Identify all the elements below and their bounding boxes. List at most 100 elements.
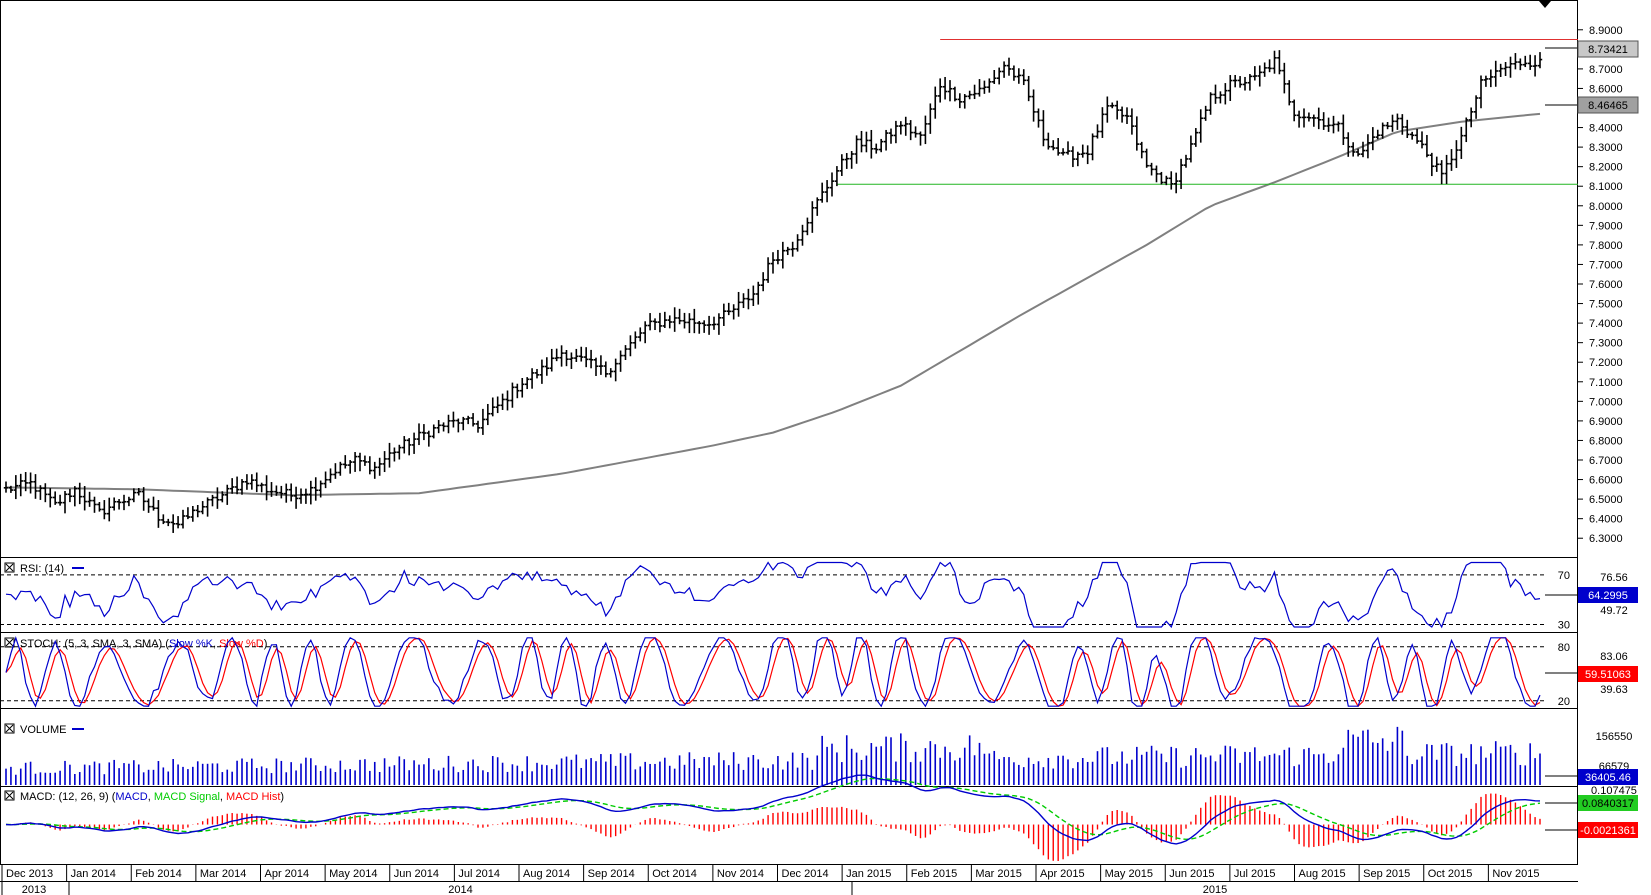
- ohlc-bar: [588, 349, 594, 369]
- ohlc-bar: [1380, 122, 1385, 139]
- ohlc-bar: [254, 472, 259, 493]
- month-label: Feb 2014: [135, 868, 181, 880]
- ohlc-bar: [564, 350, 569, 367]
- ohlc-bar: [760, 272, 766, 292]
- ohlc-bar: [1193, 128, 1199, 147]
- ohlc-bar: [529, 368, 535, 389]
- rsi-right-label-low: 49.72: [1600, 605, 1628, 617]
- ohlc-bar: [298, 488, 304, 504]
- ohlc-bar: [1095, 124, 1100, 139]
- price-tick-label: 8.6000: [1589, 83, 1623, 95]
- macd-title: MACD: (12, 26, 9) (MACD, MACD Signal, MA…: [20, 791, 284, 803]
- ohlc-bar: [284, 483, 289, 503]
- ohlc-bar: [913, 126, 918, 138]
- ohlc-bar: [485, 403, 491, 426]
- ohlc-bar: [893, 120, 899, 144]
- ohlc-bar: [711, 316, 717, 330]
- month-label: Nov 2015: [1492, 868, 1539, 880]
- ohlc-bar: [1287, 80, 1292, 106]
- price-tick-label: 6.8000: [1589, 435, 1623, 447]
- ohlc-bar: [1316, 107, 1321, 130]
- ohlc-bar: [1208, 92, 1213, 115]
- ohlc-bar: [1532, 55, 1538, 77]
- ohlc-bar: [416, 423, 422, 446]
- ohlc-bar: [583, 347, 589, 368]
- macd-line: [5, 774, 1541, 845]
- ohlc-bar: [1006, 57, 1012, 76]
- ohlc-bar: [357, 452, 363, 472]
- ohlc-bar: [1267, 59, 1272, 73]
- ohlc-bar: [97, 502, 102, 512]
- ohlc-bar: [377, 457, 382, 476]
- ohlc-bar: [800, 224, 805, 246]
- ohlc-bar: [765, 257, 771, 283]
- ohlc-bar: [475, 420, 481, 433]
- price-tick-label: 7.4000: [1589, 318, 1623, 330]
- ohlc-bar: [1405, 119, 1410, 138]
- ohlc-bar: [716, 313, 722, 335]
- macd-close-icon-cross: [5, 791, 14, 800]
- ohlc-bar: [524, 377, 530, 390]
- rsi-level-30-label: 30: [1558, 620, 1570, 632]
- scroll-marker-icon[interactable]: [1539, 1, 1551, 8]
- ohlc-bar: [878, 138, 884, 153]
- rsi-close-icon-cross: [5, 563, 14, 572]
- ohlc-bar: [613, 358, 618, 382]
- ohlc-bar: [1459, 126, 1464, 159]
- volume-panel: VOLUME 156550 66579 36405.46: [0, 708, 1638, 787]
- ohlc-bar: [947, 80, 953, 102]
- ohlc-bar: [780, 241, 786, 269]
- ohlc-bar: [23, 472, 28, 492]
- ohlc-bar: [1429, 152, 1435, 177]
- ohlc-bar: [1493, 60, 1498, 87]
- ohlc-bar: [1085, 145, 1090, 165]
- ohlc-bar: [642, 321, 648, 344]
- ohlc-bar: [967, 90, 972, 100]
- ohlc-bar: [1036, 108, 1041, 128]
- ohlc-bar: [170, 514, 176, 533]
- ohlc-bar: [220, 491, 225, 503]
- ohlc-bar: [1439, 160, 1444, 185]
- ohlc-bar: [888, 128, 894, 144]
- ohlc-bar: [269, 482, 274, 497]
- stoch-right-label-low: 39.63: [1600, 684, 1628, 696]
- ohlc-bar: [500, 393, 505, 410]
- rsi-level-70-label: 70: [1558, 570, 1570, 582]
- ohlc-bar: [539, 359, 545, 384]
- ohlc-bar: [618, 350, 623, 372]
- stoch-slow-d-line: [5, 637, 1541, 708]
- ohlc-bar: [593, 357, 599, 377]
- ohlc-bar: [819, 182, 825, 203]
- ohlc-bar: [1321, 112, 1326, 130]
- ohlc-bar: [1306, 112, 1312, 122]
- ohlc-bar: [1468, 107, 1474, 128]
- price-tick-label: 7.1000: [1589, 377, 1623, 389]
- ohlc-bar: [461, 416, 466, 431]
- ohlc-bar: [470, 413, 476, 427]
- ohlc-bar: [1242, 76, 1248, 91]
- price-tick-label: 6.5000: [1589, 494, 1623, 506]
- ohlc-bar: [579, 346, 584, 362]
- ohlc-bar: [667, 315, 672, 329]
- ohlc-bar: [1100, 107, 1105, 138]
- ohlc-bar: [1449, 149, 1454, 171]
- ohlc-bar: [82, 486, 87, 511]
- ohlc-bar: [520, 377, 525, 398]
- ohlc-bar: [102, 500, 107, 520]
- ohlc-bar: [362, 455, 368, 466]
- ohlc-bar: [151, 496, 156, 511]
- ohlc-bar: [869, 129, 874, 159]
- ohlc-bar: [43, 483, 48, 503]
- ohlc-bar: [1237, 76, 1243, 88]
- price-tick-label: 6.4000: [1589, 514, 1623, 526]
- ohlc-bar: [456, 418, 461, 433]
- ohlc-bar: [264, 475, 269, 501]
- ohlc-bar: [249, 474, 255, 490]
- ohlc-bar: [1272, 50, 1277, 74]
- ohlc-bar: [829, 172, 835, 197]
- ohlc-bar: [318, 480, 323, 498]
- ohlc-bar: [1523, 55, 1528, 68]
- ohlc-bar: [1331, 115, 1336, 134]
- ohlc-bar: [721, 303, 727, 326]
- ohlc-bar: [1134, 116, 1140, 151]
